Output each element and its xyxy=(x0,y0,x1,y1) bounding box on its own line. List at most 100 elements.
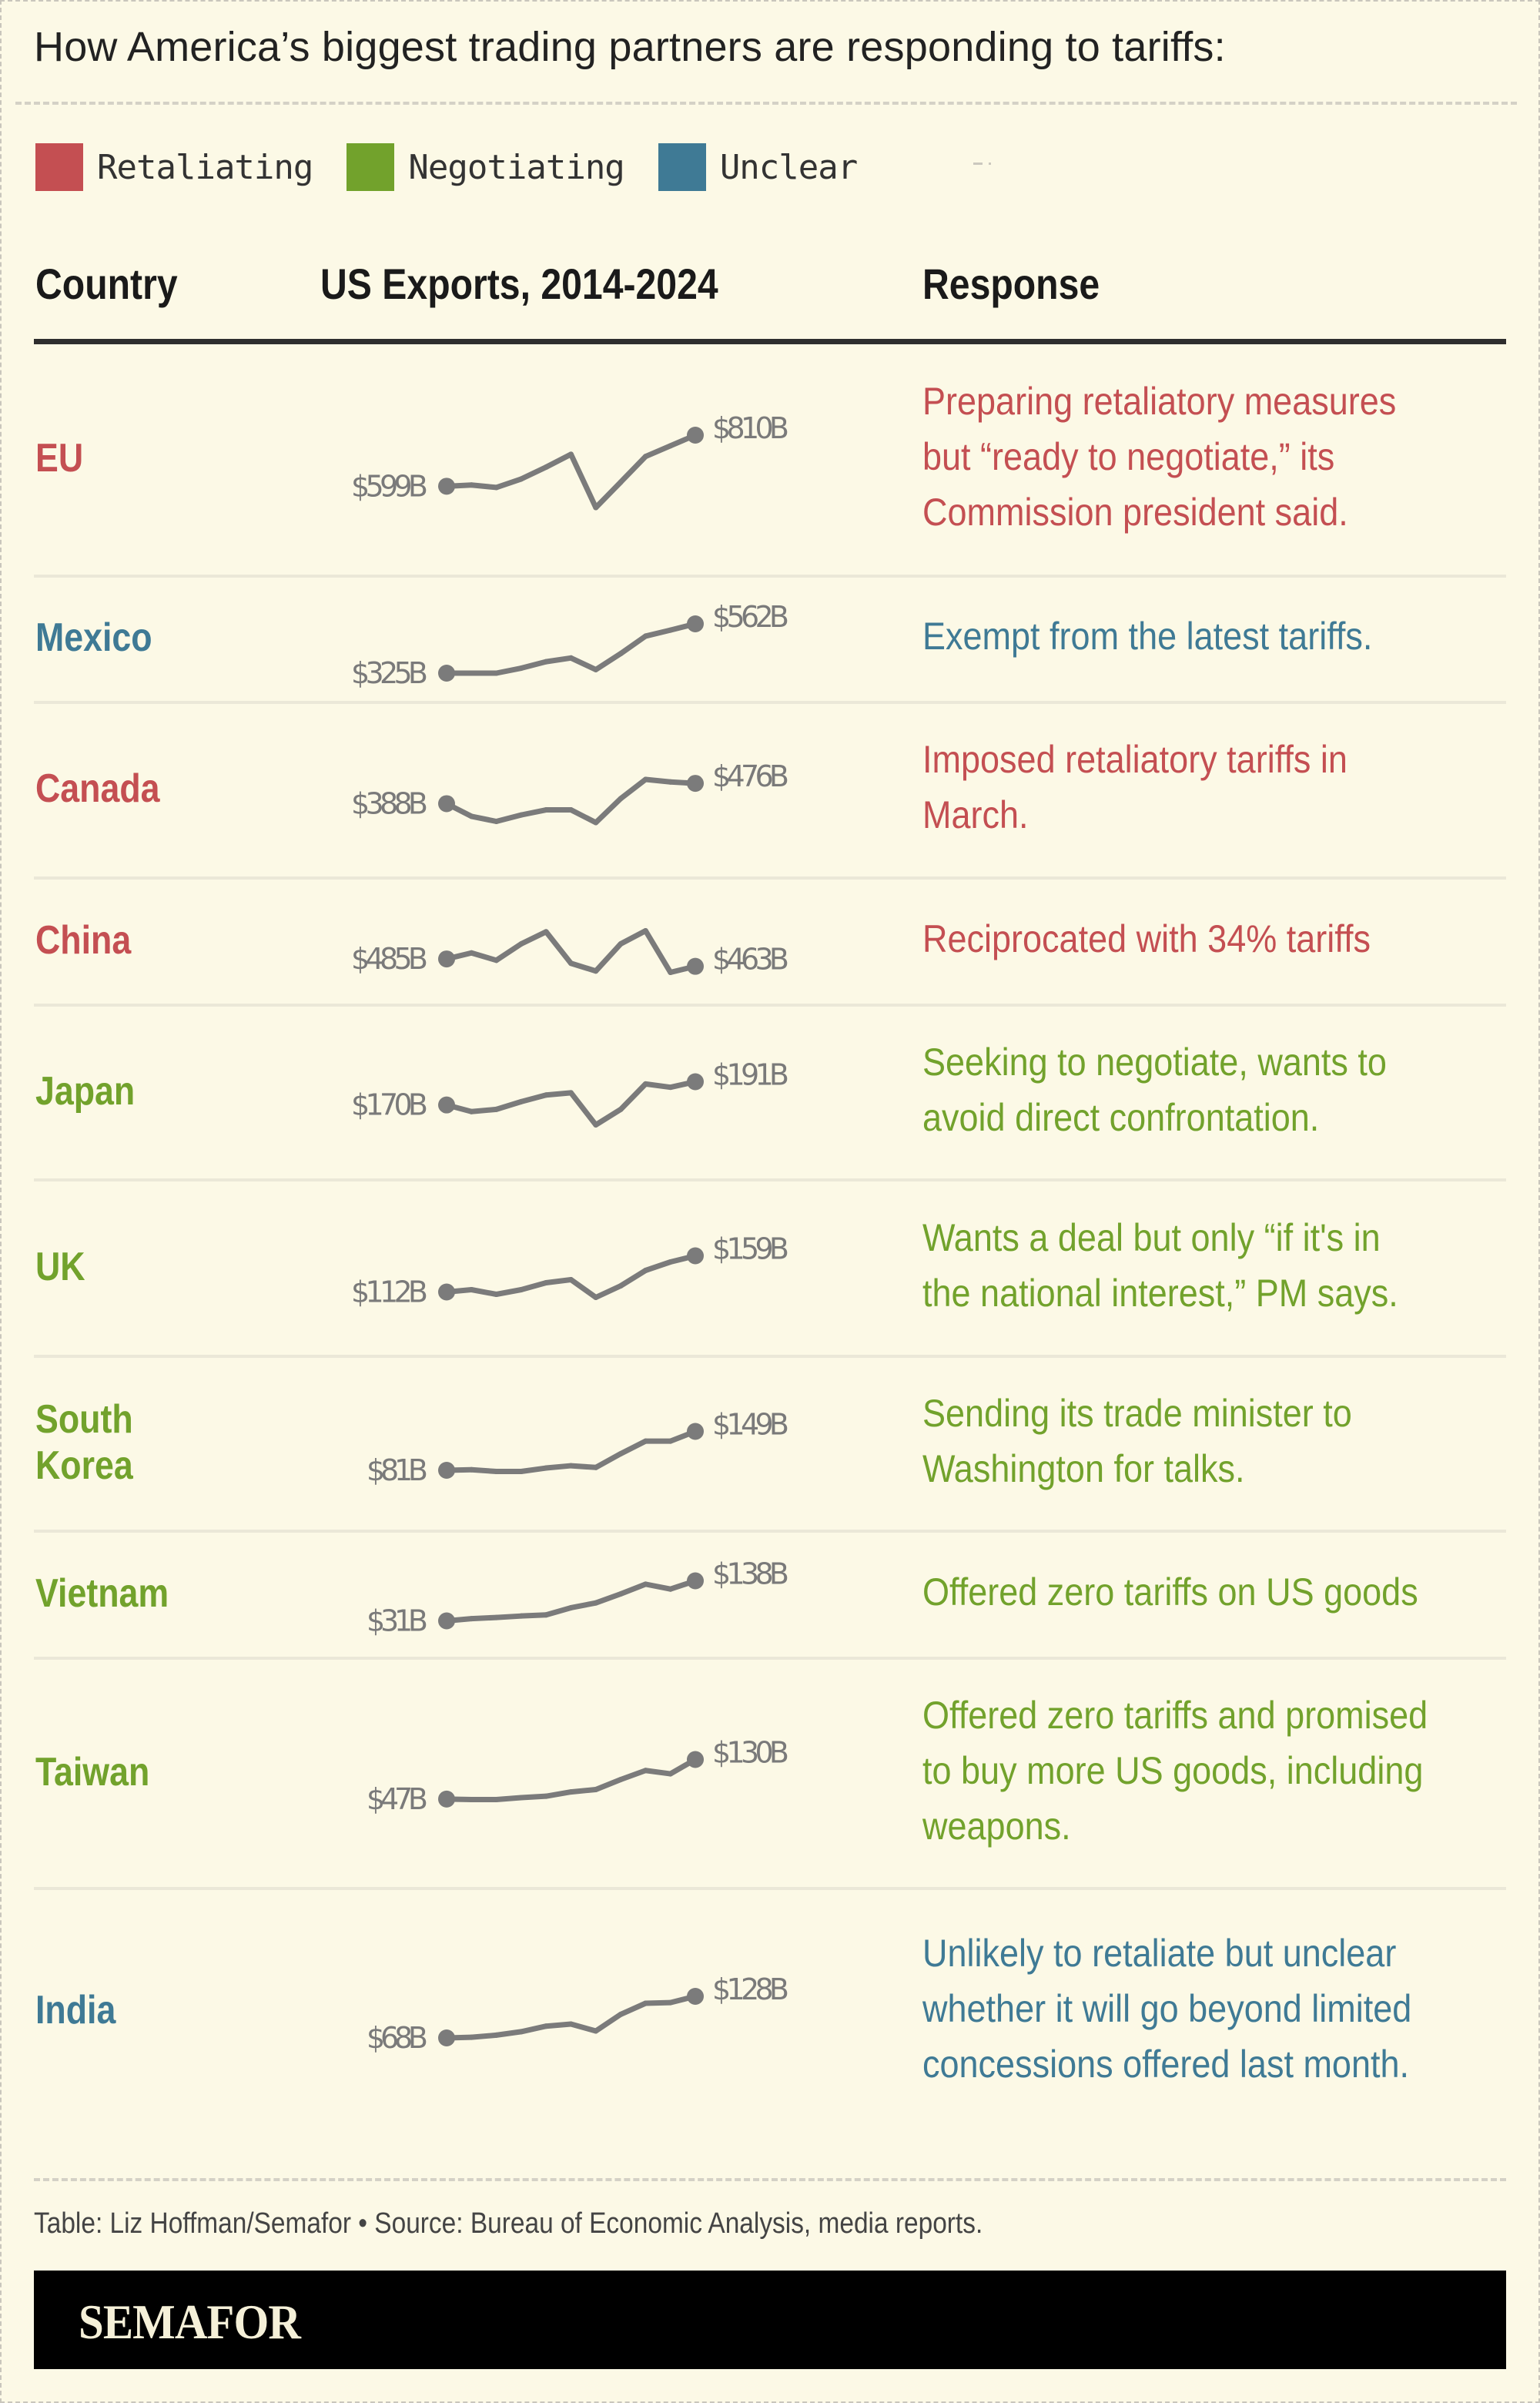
response-line: weapons. xyxy=(922,1804,1071,1848)
sparkline-segment xyxy=(518,807,549,818)
sparkline-segment xyxy=(642,1081,674,1091)
sparkline-segment xyxy=(543,929,574,967)
sparkline-segment xyxy=(468,1106,500,1114)
response-line: Seeking to negotiate, wants to xyxy=(922,1040,1387,1084)
sparkline-segment xyxy=(568,1600,599,1610)
sparkline-segment xyxy=(494,812,524,825)
legend-swatch-retaliating xyxy=(35,143,83,191)
sparkline-segment xyxy=(593,651,624,672)
response-line: but “ready to negotiate,” its xyxy=(922,435,1335,478)
sparkline-start-point xyxy=(438,1096,455,1114)
response-text: Offered zero tariffs and promised to buy … xyxy=(922,1687,1449,1854)
decorative-dot xyxy=(989,163,991,165)
country-label: Canada xyxy=(35,766,160,812)
country-label-line: Canada xyxy=(35,766,160,811)
sparkline-end-point xyxy=(687,1572,704,1590)
sparkline-segment xyxy=(518,659,549,672)
response-line: avoid direct confrontation. xyxy=(922,1095,1320,1139)
sparkline-segment xyxy=(494,1795,524,1802)
sparkline-segment xyxy=(593,1283,624,1300)
end-value-label: $562B xyxy=(712,600,789,634)
sparkline-segment xyxy=(618,1081,648,1112)
semafor-logo: SEMAFOR xyxy=(79,2294,301,2349)
response-line: concessions offered last month. xyxy=(922,2043,1410,2086)
legend: Retaliating Negotiating Unclear xyxy=(35,143,891,191)
start-value-label: $325B xyxy=(351,656,428,690)
row-divider xyxy=(34,1530,1506,1533)
legend-item-unclear: Unclear xyxy=(658,143,858,191)
country-label: Taiwan xyxy=(35,1749,149,1795)
legend-swatch-unclear xyxy=(658,143,706,191)
legend-item-retaliating: Retaliating xyxy=(35,143,313,191)
sparkline-segment xyxy=(468,1287,500,1297)
sparkline-segment xyxy=(543,1463,574,1471)
response-line: Wants a deal but only “if it's in xyxy=(922,1215,1381,1259)
row-divider xyxy=(34,1355,1506,1358)
response-text: Sending its trade minister to Washington … xyxy=(922,1386,1449,1496)
response-line: Unlikely to retaliate but unclear xyxy=(922,1932,1397,1975)
sparkline-end-point xyxy=(687,1751,704,1768)
sparkline-segment xyxy=(568,807,599,826)
end-value-label: $191B xyxy=(712,1058,789,1092)
response-line: Exempt from the latest tariffs. xyxy=(922,615,1373,658)
country-label-line: South xyxy=(35,1396,133,1442)
sparkline-segment xyxy=(518,1465,549,1474)
sparkline-segment xyxy=(618,2000,648,2017)
sparkline-segment xyxy=(642,1768,674,1777)
end-value-label: $149B xyxy=(712,1408,789,1442)
sparkline-end-point xyxy=(687,775,704,793)
start-value-label: $68B xyxy=(367,2021,428,2055)
sparkline-end-point xyxy=(687,957,704,975)
response-text: Reciprocated with 34% tariffs xyxy=(922,911,1449,967)
sparkline-start-point xyxy=(438,1790,455,1808)
response-text: Wants a deal but only “if it's in the nat… xyxy=(922,1210,1449,1321)
sparkline-segment xyxy=(618,1768,648,1782)
response-line: Sending its trade minister to xyxy=(922,1391,1352,1435)
sparkline-segment xyxy=(518,929,549,947)
sparkline-segment xyxy=(568,2021,599,2034)
country-label-line: Taiwan xyxy=(35,1749,150,1795)
sparkline-segment xyxy=(494,1287,524,1297)
sparkline-segment xyxy=(543,1277,574,1285)
country-label-line: China xyxy=(35,917,132,963)
country-label-line: EU xyxy=(35,436,84,481)
sparkline-segment xyxy=(543,1090,574,1098)
country-label: Vietnam xyxy=(35,1570,169,1617)
sparkline-start-point xyxy=(438,1462,455,1480)
response-line: Commission president said. xyxy=(922,491,1348,534)
legend-item-negotiating: Negotiating xyxy=(346,143,625,191)
sparkline-segment xyxy=(593,796,624,826)
sparkline-segment xyxy=(568,1463,599,1470)
sparkline-end-point xyxy=(687,1073,704,1091)
sparkline-segment xyxy=(518,1092,549,1104)
column-header-country: Country xyxy=(35,260,178,308)
sparkline-segment xyxy=(642,443,674,460)
source-note: Table: Liz Hoffman/Semafor • Source: Bur… xyxy=(34,2207,983,2240)
sparkline-segment xyxy=(568,1787,599,1795)
response-line: March. xyxy=(922,793,1029,836)
sparkline-start-point xyxy=(438,1612,455,1630)
sparkline-segment xyxy=(642,776,674,785)
response-text: Preparing retaliatory measures but “ready… xyxy=(922,374,1449,540)
row-divider xyxy=(34,1887,1506,1890)
country-label-line: India xyxy=(35,1988,116,2033)
sparkline-segment xyxy=(568,655,599,672)
decorative-dash xyxy=(973,163,983,165)
sparkline-start-point xyxy=(438,478,455,495)
brand-bar: SEMAFOR xyxy=(34,2271,1506,2369)
start-value-label: $81B xyxy=(367,1453,428,1487)
sparkline-segment xyxy=(642,1259,674,1273)
sparkline-segment xyxy=(618,454,648,485)
sparkline-end-point xyxy=(687,1988,704,2005)
end-value-label: $810B xyxy=(712,411,789,445)
start-value-label: $485B xyxy=(351,942,428,976)
legend-label: Retaliating xyxy=(97,147,313,187)
country-label: South Korea xyxy=(35,1396,133,1489)
sparkline-segment xyxy=(543,2021,574,2029)
start-value-label: $599B xyxy=(351,469,428,503)
end-value-label: $138B xyxy=(712,1557,789,1591)
